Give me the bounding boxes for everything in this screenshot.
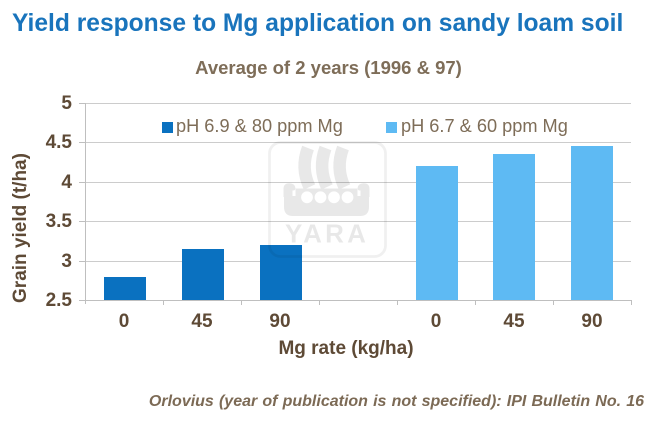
svg-text:YARA: YARA	[285, 219, 369, 249]
